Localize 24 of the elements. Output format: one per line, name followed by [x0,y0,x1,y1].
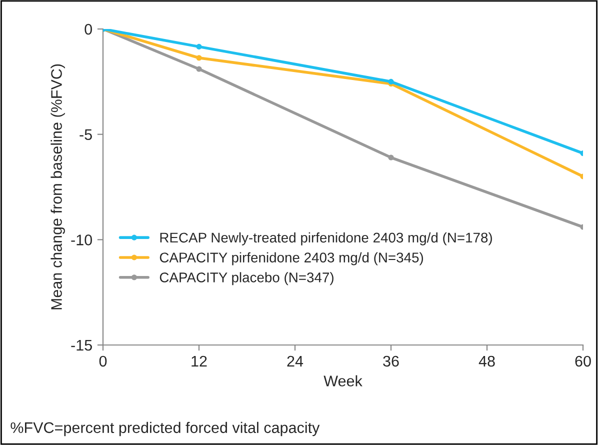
point [196,55,202,61]
line-series [103,29,583,156]
point [388,154,394,160]
point [388,78,394,84]
x-tick-label: 48 [478,356,495,367]
y-tick-label: -5 [80,129,92,140]
line-series [103,29,583,230]
x-axis-title: Week [324,375,362,386]
point [196,44,202,50]
x-tick-label: 0 [99,356,107,367]
legend-label: RECAP Newly-treated pirfenidone 2403 mg/d (N=178) [160,232,492,246]
x-tick-label: 12 [192,356,207,366]
point [196,66,202,72]
y-tick-label: -15 [71,340,92,351]
y-tick-label: -10 [71,234,92,246]
y-axis-title: Mean change from baseline (%FVC) [50,64,65,310]
x-tick-label: 24 [287,356,304,366]
line-series [103,29,583,180]
legend-label: CAPACITY placebo (N=347) [160,272,334,286]
text: %FVC=percent predicted forced vital capacity [10,422,320,436]
x-tick-label: 36 [383,356,399,367]
y-tick-label: 0 [84,24,92,35]
legend-label: CAPACITY pirfenidone 2403 mg/d (N=345) [160,252,424,266]
x-tick-label: 60 [575,356,591,367]
